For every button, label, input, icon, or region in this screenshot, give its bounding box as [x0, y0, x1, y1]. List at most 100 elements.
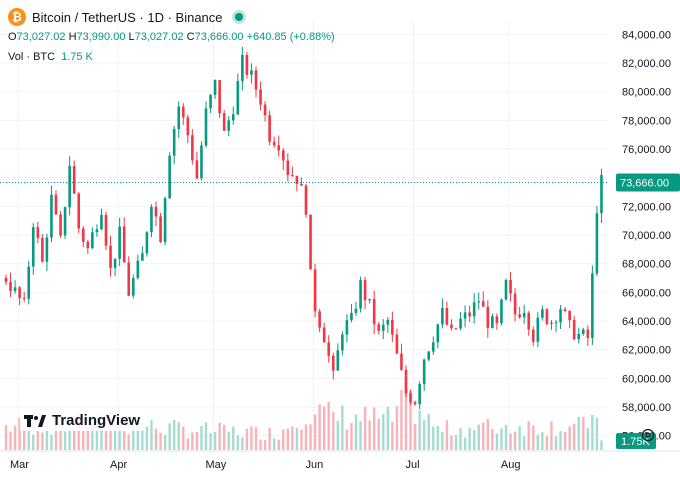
- y-tick-label: 82,000.00: [622, 58, 671, 70]
- ohlc-legend: O73,027.02 H73,990.00 L73,027.02 C73,666…: [8, 31, 335, 43]
- candle-body: [491, 316, 494, 328]
- volume-bar: [163, 435, 167, 450]
- volume-bar: [13, 425, 17, 450]
- volume-bar: [545, 436, 549, 450]
- volume-bar: [132, 427, 135, 450]
- volume-bar: [118, 421, 121, 450]
- candle-body: [154, 206, 158, 217]
- volume-bar: [63, 431, 67, 450]
- volume-bar: [536, 434, 540, 450]
- volume-bar: [582, 417, 585, 450]
- volume-bar: [291, 426, 294, 450]
- volume-bar: [113, 426, 117, 450]
- candle-body: [345, 320, 349, 335]
- volume-bar: [259, 439, 262, 450]
- candle-body: [459, 318, 462, 329]
- volume-bar: [459, 428, 462, 450]
- volume-bar: [82, 429, 85, 450]
- candle-body: [127, 262, 131, 296]
- volume-bar: [218, 422, 221, 450]
- candle-body: [395, 334, 399, 354]
- candle-body: [241, 54, 244, 82]
- volume-bar: [468, 427, 471, 450]
- x-tick-label: Mar: [10, 459, 29, 471]
- candle-body: [541, 309, 544, 318]
- candle-body: [200, 145, 203, 179]
- volume-bar: [295, 427, 299, 450]
- candle-body: [291, 174, 294, 176]
- candle-body: [477, 301, 481, 303]
- candle-body: [36, 227, 40, 238]
- volume-bar: [77, 412, 80, 450]
- candle-body: [572, 320, 576, 340]
- volume-bar: [136, 422, 140, 450]
- candle-body: [31, 227, 35, 267]
- candle-body: [218, 80, 221, 114]
- last-price-badge: [616, 173, 680, 192]
- volume-bar: [141, 430, 144, 450]
- volume-bar: [213, 431, 217, 450]
- candle-body: [431, 342, 435, 352]
- candle-body: [350, 312, 353, 321]
- volume-bar: [518, 426, 521, 450]
- candle-body: [413, 402, 417, 405]
- tradingview-logo[interactable]: TradingView: [20, 410, 145, 431]
- volume-bar: [204, 422, 208, 450]
- candle-body: [222, 113, 226, 131]
- candle-body: [209, 94, 212, 109]
- candle-body: [163, 198, 167, 243]
- volume-bar: [436, 425, 440, 450]
- volume-bar: [186, 438, 190, 450]
- y-tick-label: 66,000.00: [622, 287, 671, 299]
- volume-bar: [309, 424, 312, 450]
- candle-body: [400, 353, 403, 370]
- volume-bar: [36, 431, 40, 450]
- candle-body: [186, 117, 190, 136]
- candle-body: [468, 312, 471, 317]
- volume-bar: [227, 431, 230, 450]
- candle-body: [409, 393, 412, 403]
- candle-body: [272, 141, 276, 146]
- candle-body: [595, 213, 599, 274]
- volume-bar: [127, 434, 130, 450]
- volume-bar: [222, 424, 226, 450]
- volume-bar: [300, 429, 303, 450]
- chart-header: ₿ Bitcoin / TetherUS · 1D · Binance: [8, 8, 243, 26]
- volume-bar: [400, 389, 403, 450]
- volume-bar: [395, 406, 399, 450]
- candle-body: [472, 302, 476, 317]
- settings-gear-icon[interactable]: [641, 428, 655, 442]
- volume-bar: [554, 436, 558, 450]
- volume-bar: [59, 425, 62, 450]
- x-tick-label: May: [205, 459, 226, 471]
- candle-body: [504, 280, 508, 300]
- candle-body: [322, 327, 326, 343]
- candle-body: [309, 214, 312, 270]
- volume-bar: [100, 413, 103, 450]
- candle-body: [22, 298, 26, 300]
- volume-value: 1.75 K: [61, 51, 93, 63]
- candle-body: [277, 145, 281, 151]
- candle-body: [341, 334, 344, 351]
- candle-body: [172, 129, 176, 156]
- volume-bar: [236, 435, 240, 450]
- volume-bar: [182, 426, 185, 450]
- x-tick-label: Apr: [110, 459, 127, 471]
- volume-bar: [91, 416, 94, 450]
- volume-bar: [577, 416, 580, 450]
- volume-bar: [586, 428, 590, 450]
- candle-body: [509, 280, 512, 294]
- candle-body: [122, 226, 126, 263]
- volume-bar: [9, 431, 12, 450]
- candle-body: [131, 278, 135, 296]
- y-tick-label: 80,000.00: [622, 87, 671, 99]
- change-value: +640.85 (+0.88%): [246, 31, 335, 43]
- volume-bar: [245, 428, 249, 450]
- candle-body: [181, 106, 185, 118]
- candle-body: [581, 329, 585, 334]
- volume-bar: [354, 414, 358, 450]
- volume-bar: [413, 423, 417, 450]
- symbol-title[interactable]: Bitcoin / TetherUS · 1D · Binance: [32, 9, 223, 25]
- candle-body: [59, 214, 62, 236]
